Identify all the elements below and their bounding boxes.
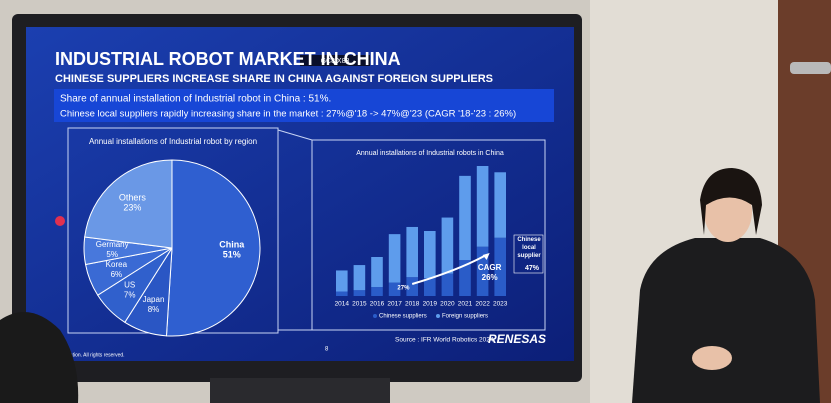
bar-segment — [371, 257, 383, 288]
bar-segment — [459, 175, 471, 261]
pie-value-label: 6% — [111, 270, 123, 279]
annotation: Chinese local supplier — [517, 237, 541, 259]
x-tick-label: 2021 — [458, 301, 473, 308]
logo: RENESAS — [488, 332, 546, 346]
legend-label: Foreign suppliers — [442, 314, 488, 320]
bar-segment — [388, 234, 401, 283]
pie-value-label: 5% — [106, 250, 118, 259]
slide-subtitle: CHINESE SUPPLIERS INCREASE SHARE IN CHIN… — [55, 73, 493, 85]
bar-segment — [406, 277, 418, 296]
bar-segment — [494, 172, 506, 238]
x-tick-label: 2017 — [387, 301, 402, 308]
bar-segment — [371, 287, 383, 296]
slide-title: INDUSTRIAL ROBOT MARKET IN CHINA — [55, 49, 401, 69]
pie-value-label: 51% — [223, 249, 241, 259]
door-handle — [790, 62, 831, 74]
bar-segment — [353, 290, 366, 296]
x-tick-label: 2018 — [405, 301, 420, 308]
bar-segment — [459, 260, 471, 296]
bar-segment — [441, 217, 454, 274]
bar-segment — [494, 237, 506, 296]
legend-label: Chinese suppliers — [379, 314, 427, 320]
annotation: 47% — [525, 265, 540, 272]
x-tick-label: 2019 — [423, 301, 438, 308]
connector — [277, 129, 313, 141]
bullet: Chinese local suppliers rapidly increasi… — [60, 109, 516, 120]
pie-label: China — [219, 239, 245, 249]
bar-segment — [476, 246, 489, 296]
presenter-jacket — [632, 238, 820, 403]
presenter-hair — [700, 168, 762, 235]
footer: lectronics Corporation. All rights reser… — [32, 352, 125, 358]
x-tick-label: 2016 — [370, 301, 385, 308]
pie-value-label: 7% — [124, 290, 136, 299]
bar-segment — [424, 231, 436, 279]
x-tick-label: 2015 — [352, 301, 367, 308]
screen-stand — [210, 378, 390, 403]
camera-label: GC8 X83 — [321, 58, 350, 65]
cagr-arrow — [411, 255, 485, 285]
annotation: 27% — [397, 286, 410, 292]
page-number: 8 — [325, 347, 329, 353]
annotation: 26% — [482, 273, 498, 282]
annotation-box — [513, 234, 544, 274]
viewer-head — [0, 312, 79, 403]
x-tick-label: 2022 — [475, 301, 490, 308]
bar-box — [311, 139, 546, 331]
legend-swatch — [373, 314, 377, 318]
annotation: CAGR — [478, 263, 502, 272]
bar-segment — [476, 166, 489, 247]
bar-title: Annual installations of Industrial robot… — [356, 150, 504, 157]
x-tick-label: 2023 — [493, 301, 508, 308]
bar-segment — [424, 278, 436, 296]
pie-slice — [84, 159, 173, 249]
bar-segment — [336, 291, 348, 296]
pie-value-label: 8% — [148, 305, 160, 314]
x-tick-label: 2020 — [440, 301, 455, 308]
camera-bar — [300, 55, 370, 66]
pie-label: Korea — [106, 260, 128, 269]
pie-label: US — [124, 280, 135, 289]
pie-slice — [165, 159, 261, 337]
source: Source : IFR World Robotics 2024 — [395, 337, 494, 344]
pie-title: Annual installations of Industrial robot… — [88, 137, 258, 146]
bar-segment — [353, 265, 366, 291]
pointer-dot — [55, 216, 65, 226]
bar-segment — [388, 282, 401, 296]
bar-segment — [441, 273, 454, 296]
pie-label: Germany — [96, 240, 129, 249]
legend-swatch — [436, 314, 440, 318]
bar-segment — [406, 226, 418, 278]
pie-label: Others — [119, 192, 147, 202]
highlight-band — [54, 89, 554, 122]
bullet: Share of annual installation of Industri… — [60, 94, 331, 105]
x-tick-label: 2014 — [335, 301, 350, 308]
pie-value-label: 23% — [123, 202, 141, 212]
pie-label: Japan — [143, 295, 165, 304]
bar-segment — [336, 270, 348, 292]
cagr-arrowhead — [482, 253, 490, 260]
presenter-hands — [692, 346, 732, 370]
